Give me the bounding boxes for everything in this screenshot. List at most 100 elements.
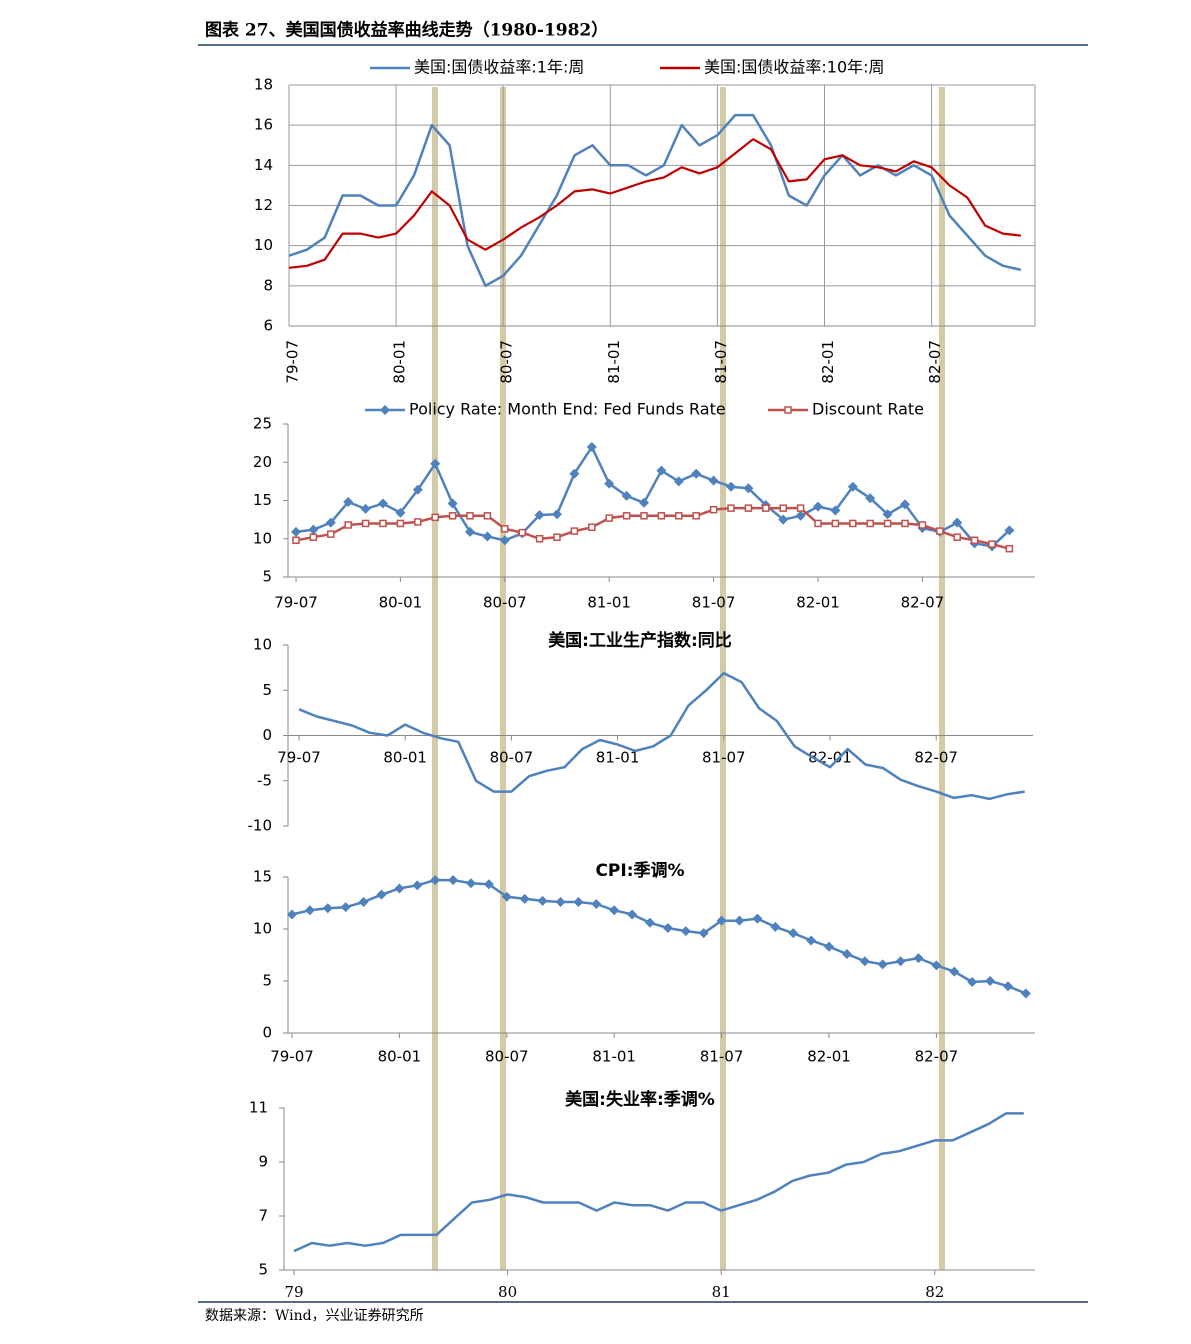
marker bbox=[936, 527, 944, 535]
x-tick-label: 80-07 bbox=[485, 1048, 529, 1066]
marker bbox=[412, 880, 423, 891]
x-tick-label: 80-01 bbox=[391, 340, 409, 384]
marker bbox=[573, 896, 584, 907]
marker bbox=[734, 915, 745, 926]
x-tick-label: 79-07 bbox=[284, 340, 302, 384]
marker bbox=[358, 896, 369, 907]
marker bbox=[379, 519, 387, 528]
x-tick-label: 82-07 bbox=[915, 1048, 959, 1066]
y-tick-label: 5 bbox=[262, 972, 272, 990]
y-tick-label: 16 bbox=[254, 116, 273, 134]
marker bbox=[360, 503, 371, 514]
x-tick-label: 81-07 bbox=[712, 340, 730, 384]
marker bbox=[604, 478, 615, 489]
x-tick-label: 82-01 bbox=[796, 594, 840, 612]
marker bbox=[588, 523, 596, 532]
x-tick-label: 79 bbox=[284, 1283, 303, 1301]
marker bbox=[813, 501, 823, 512]
marker bbox=[309, 533, 318, 541]
marker bbox=[680, 926, 691, 937]
marker bbox=[591, 899, 602, 910]
y-tick-label: 25 bbox=[253, 415, 272, 433]
marker bbox=[555, 896, 566, 907]
marker bbox=[622, 512, 631, 520]
marker bbox=[877, 959, 888, 970]
marker bbox=[448, 875, 459, 886]
y-tick-label: 0 bbox=[262, 726, 272, 744]
marker bbox=[431, 513, 439, 522]
marker bbox=[895, 956, 906, 967]
marker bbox=[501, 525, 509, 533]
marker bbox=[287, 909, 297, 920]
marker bbox=[378, 498, 388, 509]
marker bbox=[762, 504, 770, 512]
marker bbox=[414, 518, 422, 526]
marker bbox=[340, 902, 351, 913]
marker bbox=[396, 519, 405, 528]
x-tick-label: 82 bbox=[925, 1283, 944, 1301]
x-tick-label: 82-01 bbox=[807, 1048, 851, 1066]
marker bbox=[708, 475, 719, 486]
x-tick-label: 82-07 bbox=[926, 340, 944, 384]
x-tick-label: 80-07 bbox=[490, 749, 534, 767]
chart-title: CPI:季调% bbox=[595, 860, 684, 881]
marker bbox=[913, 953, 924, 964]
marker bbox=[465, 526, 475, 537]
marker bbox=[716, 915, 727, 926]
marker bbox=[988, 540, 996, 548]
x-tick-label: 80-01 bbox=[383, 749, 427, 767]
marker bbox=[970, 536, 979, 545]
band bbox=[432, 87, 438, 1270]
x-tick-label: 80-01 bbox=[379, 594, 423, 612]
legend-label: 美国:国债收益率:10年:周 bbox=[704, 58, 885, 77]
marker bbox=[519, 893, 530, 904]
y-tick-label: 10 bbox=[253, 529, 272, 547]
x-tick-label: 80-07 bbox=[498, 340, 516, 384]
marker bbox=[918, 521, 927, 529]
marker bbox=[859, 956, 870, 967]
marker bbox=[344, 521, 352, 529]
marker bbox=[534, 510, 545, 521]
x-tick-label: 80-07 bbox=[483, 594, 527, 612]
marker bbox=[883, 519, 892, 528]
marker bbox=[621, 490, 632, 501]
marker bbox=[639, 497, 649, 508]
y-tick-label: 8 bbox=[263, 276, 273, 294]
y-tick-label: 9 bbox=[258, 1153, 268, 1171]
marker bbox=[726, 481, 736, 492]
marker bbox=[645, 917, 655, 928]
x-tick-label: 82-07 bbox=[901, 594, 945, 612]
x-tick-label: 81-01 bbox=[587, 594, 631, 612]
marker bbox=[308, 524, 319, 535]
marker bbox=[394, 883, 405, 894]
marker bbox=[675, 512, 683, 520]
marker bbox=[499, 535, 510, 546]
marker bbox=[865, 493, 876, 504]
band bbox=[939, 87, 945, 1270]
marker bbox=[692, 512, 700, 520]
marker bbox=[430, 458, 441, 469]
marker bbox=[327, 530, 335, 538]
marker bbox=[483, 512, 492, 520]
series-line bbox=[298, 671, 1025, 801]
marker bbox=[752, 913, 763, 924]
marker bbox=[657, 512, 666, 520]
y-tick-label: 5 bbox=[262, 568, 272, 586]
series-line bbox=[291, 878, 1027, 995]
x-tick-label: 82-01 bbox=[819, 340, 837, 384]
legend-label: Discount Rate bbox=[812, 400, 924, 419]
marker bbox=[985, 976, 996, 986]
marker bbox=[841, 948, 852, 959]
marker bbox=[1020, 988, 1031, 999]
marker bbox=[662, 922, 673, 933]
marker bbox=[412, 484, 423, 495]
x-tick-label: 81-01 bbox=[596, 749, 640, 767]
y-tick-label: 15 bbox=[253, 868, 272, 886]
x-tick-label: 79-07 bbox=[274, 594, 318, 612]
marker bbox=[1003, 981, 1013, 992]
x-tick-label: 82-07 bbox=[914, 749, 958, 767]
marker bbox=[304, 905, 315, 916]
x-tick-label: 81-07 bbox=[702, 749, 746, 767]
y-tick-label: 12 bbox=[254, 196, 273, 214]
legend-label: 美国:国债收益率:1年:周 bbox=[414, 58, 584, 77]
